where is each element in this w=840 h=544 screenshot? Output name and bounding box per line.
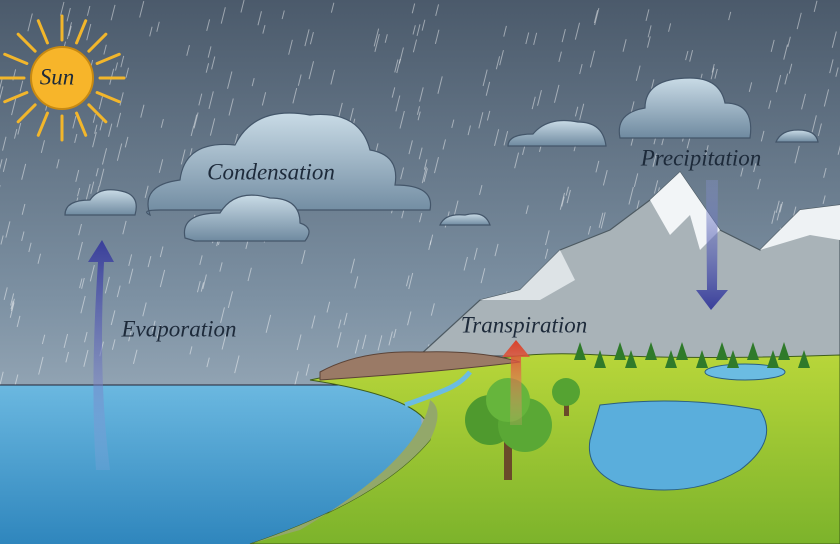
tree-crown bbox=[552, 378, 580, 406]
evaporation-label: Evaporation bbox=[121, 316, 237, 341]
condensation-label: Condensation bbox=[207, 159, 335, 184]
tree-crown bbox=[486, 378, 530, 422]
sun-label: Sun bbox=[40, 64, 75, 89]
water-cycle-diagram: Sun Condensation Precipitation Evaporati… bbox=[0, 0, 840, 544]
transpiration-label: Transpiration bbox=[461, 312, 588, 337]
precipitation-label: Precipitation bbox=[640, 145, 762, 170]
